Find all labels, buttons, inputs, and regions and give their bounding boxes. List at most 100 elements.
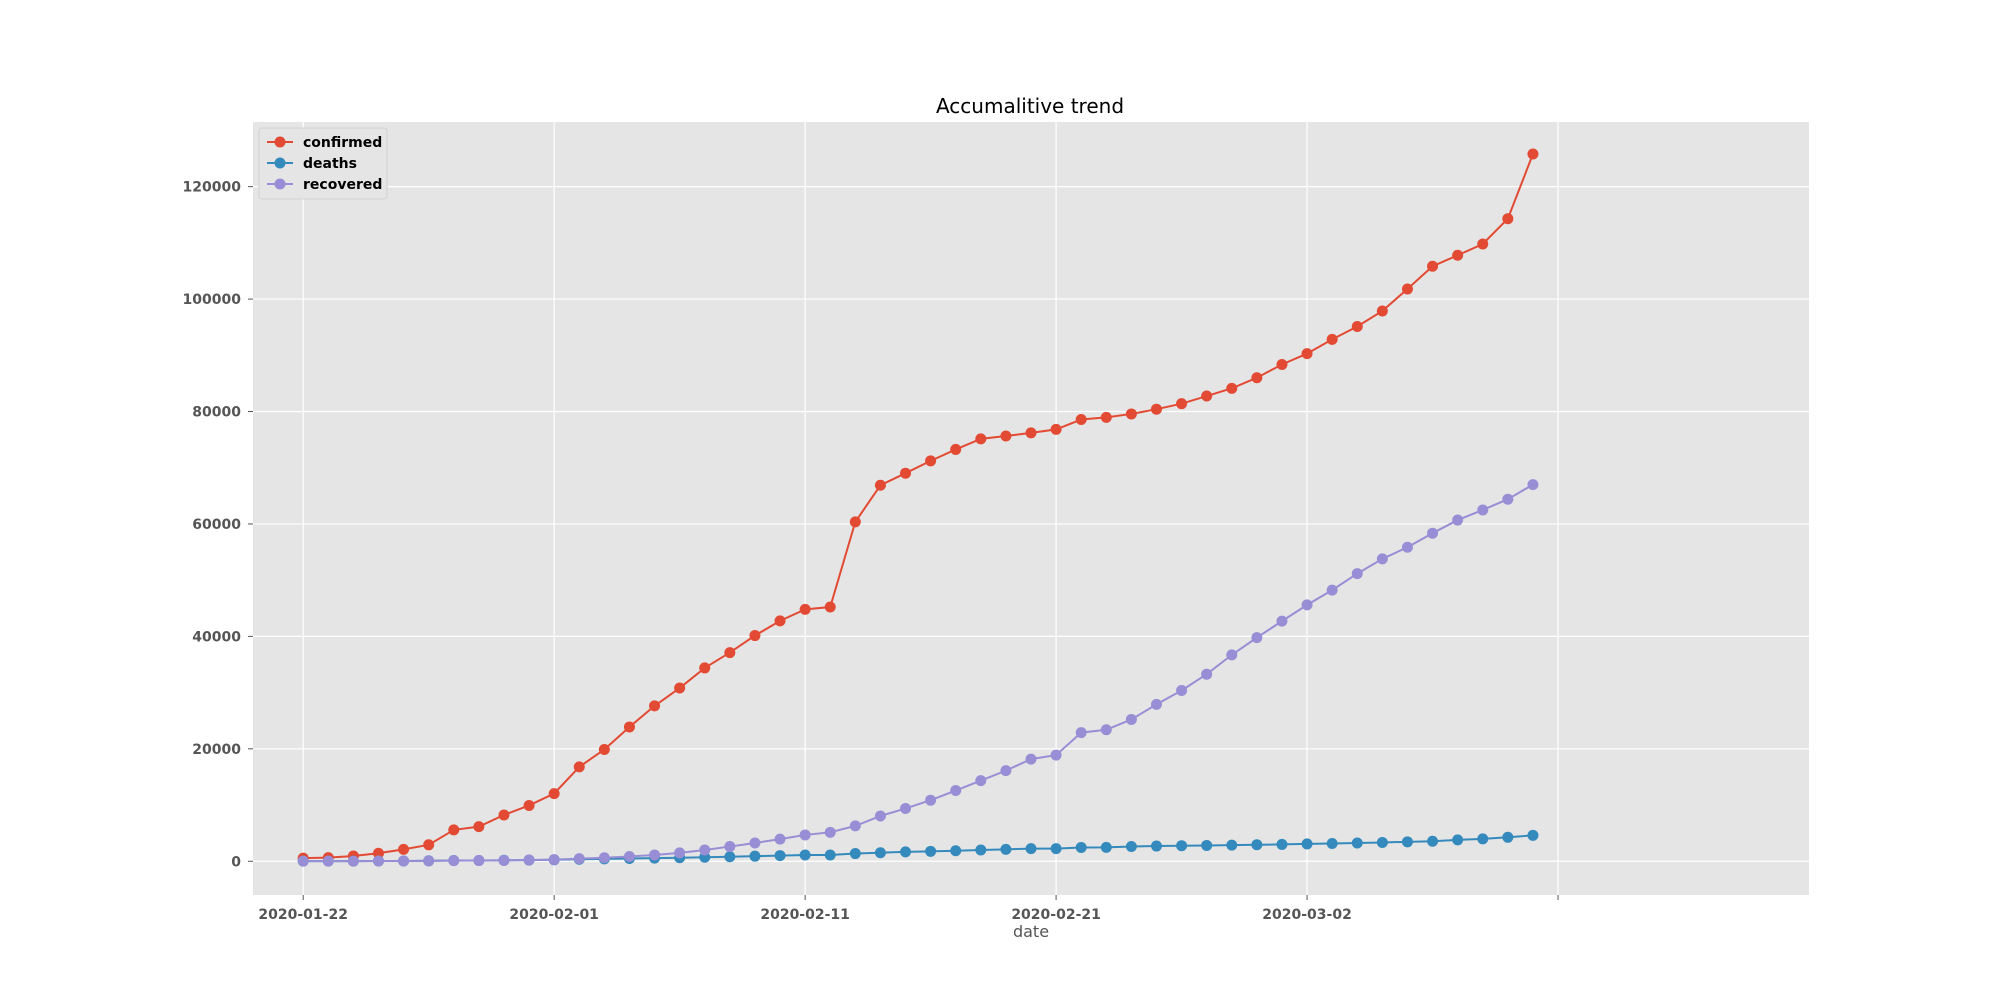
legend-marker-confirmed (274, 136, 286, 148)
data-point-confirmed-30 (1050, 423, 1062, 435)
data-point-confirmed-7 (473, 821, 485, 833)
data-point-confirmed-17 (724, 647, 736, 659)
legend-item-deaths[interactable]: deaths (267, 156, 357, 172)
data-point-confirmed-29 (1025, 427, 1037, 439)
x-tick-label-4: 2020-03-02 (1262, 907, 1352, 923)
data-point-deaths-46 (1452, 834, 1464, 846)
data-point-recovered-3 (372, 855, 384, 867)
legend-item-confirmed[interactable]: confirmed (267, 135, 382, 151)
data-point-deaths-24 (900, 846, 912, 858)
data-point-recovered-40 (1301, 599, 1313, 611)
data-point-recovered-41 (1326, 584, 1338, 596)
data-point-confirmed-9 (523, 799, 535, 811)
series-confirmed (297, 148, 1539, 864)
data-point-confirmed-47 (1477, 238, 1489, 250)
data-point-confirmed-37 (1226, 382, 1238, 394)
data-point-recovered-12 (598, 852, 610, 864)
data-point-recovered-43 (1376, 553, 1388, 565)
data-point-deaths-31 (1075, 841, 1087, 853)
data-point-deaths-27 (975, 844, 987, 856)
data-point-recovered-20 (799, 829, 811, 841)
legend-marker-deaths (274, 157, 286, 169)
data-point-recovered-6 (448, 855, 460, 867)
data-point-confirmed-38 (1251, 372, 1263, 384)
data-point-confirmed-45 (1427, 260, 1439, 272)
data-point-confirmed-34 (1150, 403, 1162, 415)
data-point-recovered-49 (1527, 479, 1539, 491)
data-point-deaths-26 (950, 845, 962, 857)
data-point-recovered-4 (398, 855, 410, 867)
data-point-recovered-46 (1452, 514, 1464, 526)
data-point-deaths-30 (1050, 843, 1062, 855)
data-point-deaths-43 (1376, 836, 1388, 848)
data-point-recovered-11 (573, 853, 585, 865)
legend-marker-recovered (274, 178, 286, 190)
data-point-deaths-17 (724, 851, 736, 863)
chart-title: Accumalitive trend (936, 94, 1124, 118)
legend-label-recovered: recovered (303, 177, 382, 193)
data-point-confirmed-46 (1452, 249, 1464, 261)
data-point-confirmed-44 (1401, 283, 1413, 295)
data-point-recovered-34 (1150, 698, 1162, 710)
y-tick-label-6: 120000 (183, 180, 242, 196)
legend[interactable]: confirmed deaths recovered (258, 127, 388, 200)
y-axis: 0 20000 40000 60000 80000 100000 120000 (183, 180, 253, 870)
data-point-confirmed-4 (398, 843, 410, 855)
data-point-recovered-5 (423, 855, 435, 867)
data-point-deaths-21 (824, 849, 836, 861)
data-point-recovered-13 (623, 850, 635, 862)
data-point-deaths-48 (1502, 831, 1514, 843)
data-point-deaths-34 (1150, 840, 1162, 852)
data-point-deaths-39 (1276, 838, 1288, 850)
data-point-confirmed-49 (1527, 148, 1539, 160)
x-axis: 2020-01-22 2020-02-01 2020-02-11 2020-02-21… (258, 895, 1559, 923)
data-point-deaths-29 (1025, 843, 1037, 855)
data-point-confirmed-12 (598, 744, 610, 755)
data-point-deaths-41 (1326, 838, 1338, 849)
data-point-recovered-16 (699, 844, 711, 856)
data-point-confirmed-6 (448, 824, 460, 836)
grid (253, 122, 1809, 895)
y-tick-label-4: 80000 (192, 405, 241, 421)
data-point-recovered-19 (774, 833, 786, 845)
data-point-recovered-47 (1477, 504, 1489, 516)
data-point-recovered-17 (724, 841, 736, 853)
data-point-confirmed-15 (674, 682, 686, 694)
data-point-confirmed-13 (623, 721, 635, 733)
data-point-confirmed-48 (1502, 213, 1514, 225)
data-point-recovered-32 (1100, 724, 1112, 736)
data-point-deaths-47 (1477, 833, 1489, 845)
data-point-confirmed-16 (699, 662, 711, 674)
data-point-confirmed-23 (874, 479, 886, 491)
data-point-recovered-35 (1176, 684, 1188, 696)
x-tick-label-2: 2020-02-11 (760, 907, 850, 923)
x-tick-label-1: 2020-02-01 (509, 907, 599, 923)
data-point-deaths-20 (799, 849, 811, 861)
legend-item-recovered[interactable]: recovered (267, 177, 382, 193)
data-point-recovered-26 (950, 785, 962, 797)
data-point-confirmed-21 (824, 601, 836, 613)
data-point-recovered-7 (473, 855, 485, 867)
data-point-deaths-19 (774, 850, 786, 862)
data-point-recovered-44 (1401, 541, 1413, 553)
data-point-confirmed-39 (1276, 358, 1288, 370)
data-point-confirmed-41 (1326, 333, 1338, 345)
data-point-deaths-45 (1427, 835, 1439, 847)
data-point-deaths-40 (1301, 838, 1313, 850)
data-point-confirmed-33 (1125, 408, 1137, 420)
data-point-confirmed-11 (573, 761, 585, 773)
data-point-deaths-25 (925, 845, 937, 857)
data-point-confirmed-8 (498, 809, 510, 821)
data-point-confirmed-24 (900, 467, 912, 479)
data-point-confirmed-14 (649, 700, 661, 712)
plot-area (253, 122, 1809, 895)
data-point-deaths-37 (1226, 839, 1238, 851)
data-point-confirmed-35 (1176, 398, 1188, 410)
data-point-recovered-48 (1502, 493, 1514, 505)
data-point-recovered-37 (1226, 649, 1238, 661)
y-tick-label-5: 100000 (183, 292, 242, 308)
data-point-confirmed-22 (849, 516, 861, 528)
data-point-deaths-42 (1351, 837, 1363, 849)
data-point-recovered-30 (1050, 749, 1062, 761)
